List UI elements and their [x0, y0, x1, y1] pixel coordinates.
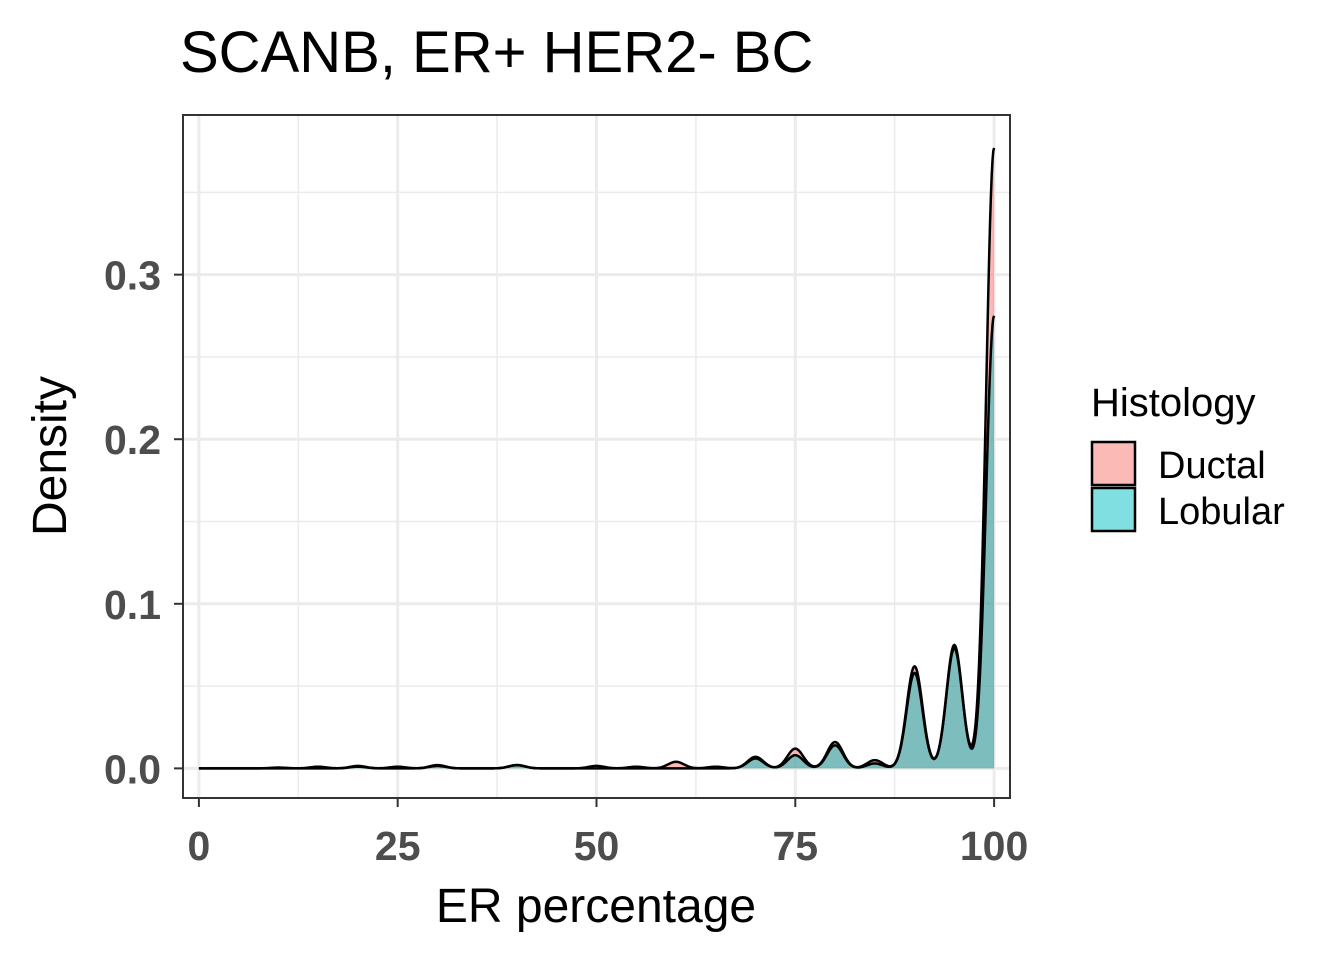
x-tick-label: 75 [772, 823, 818, 869]
lobular-density-line [198, 315, 996, 770]
x-tick-label: 0 [187, 823, 210, 869]
legend-key-ductal [1090, 440, 1137, 487]
x-tick-label: 25 [375, 823, 421, 869]
legend-label-ductal: Ductal [1158, 445, 1266, 487]
y-tick-label: 0.2 [104, 417, 161, 463]
density-areas [198, 147, 995, 769]
legend-label-lobular: Lobular [1158, 491, 1285, 533]
lobular-density-area [198, 315, 995, 769]
chart-title: SCANB, ER+ HER2- BC [180, 20, 813, 85]
density-lines [198, 147, 996, 770]
y-tick-label: 0.0 [104, 746, 161, 792]
y-tick-label: 0.3 [104, 253, 161, 299]
y-axis-title: Density [24, 376, 77, 536]
x-tick-label: 100 [960, 823, 1028, 869]
legend-title: Histology [1091, 381, 1256, 425]
x-axis: 0 25 50 75 100 [187, 798, 1028, 869]
y-axis: 0.0 0.1 0.2 0.3 [104, 253, 183, 792]
legend-key-lobular [1090, 486, 1137, 533]
y-tick-label: 0.1 [104, 582, 161, 628]
x-tick-label: 50 [574, 823, 620, 869]
x-axis-title: ER percentage [436, 880, 756, 933]
